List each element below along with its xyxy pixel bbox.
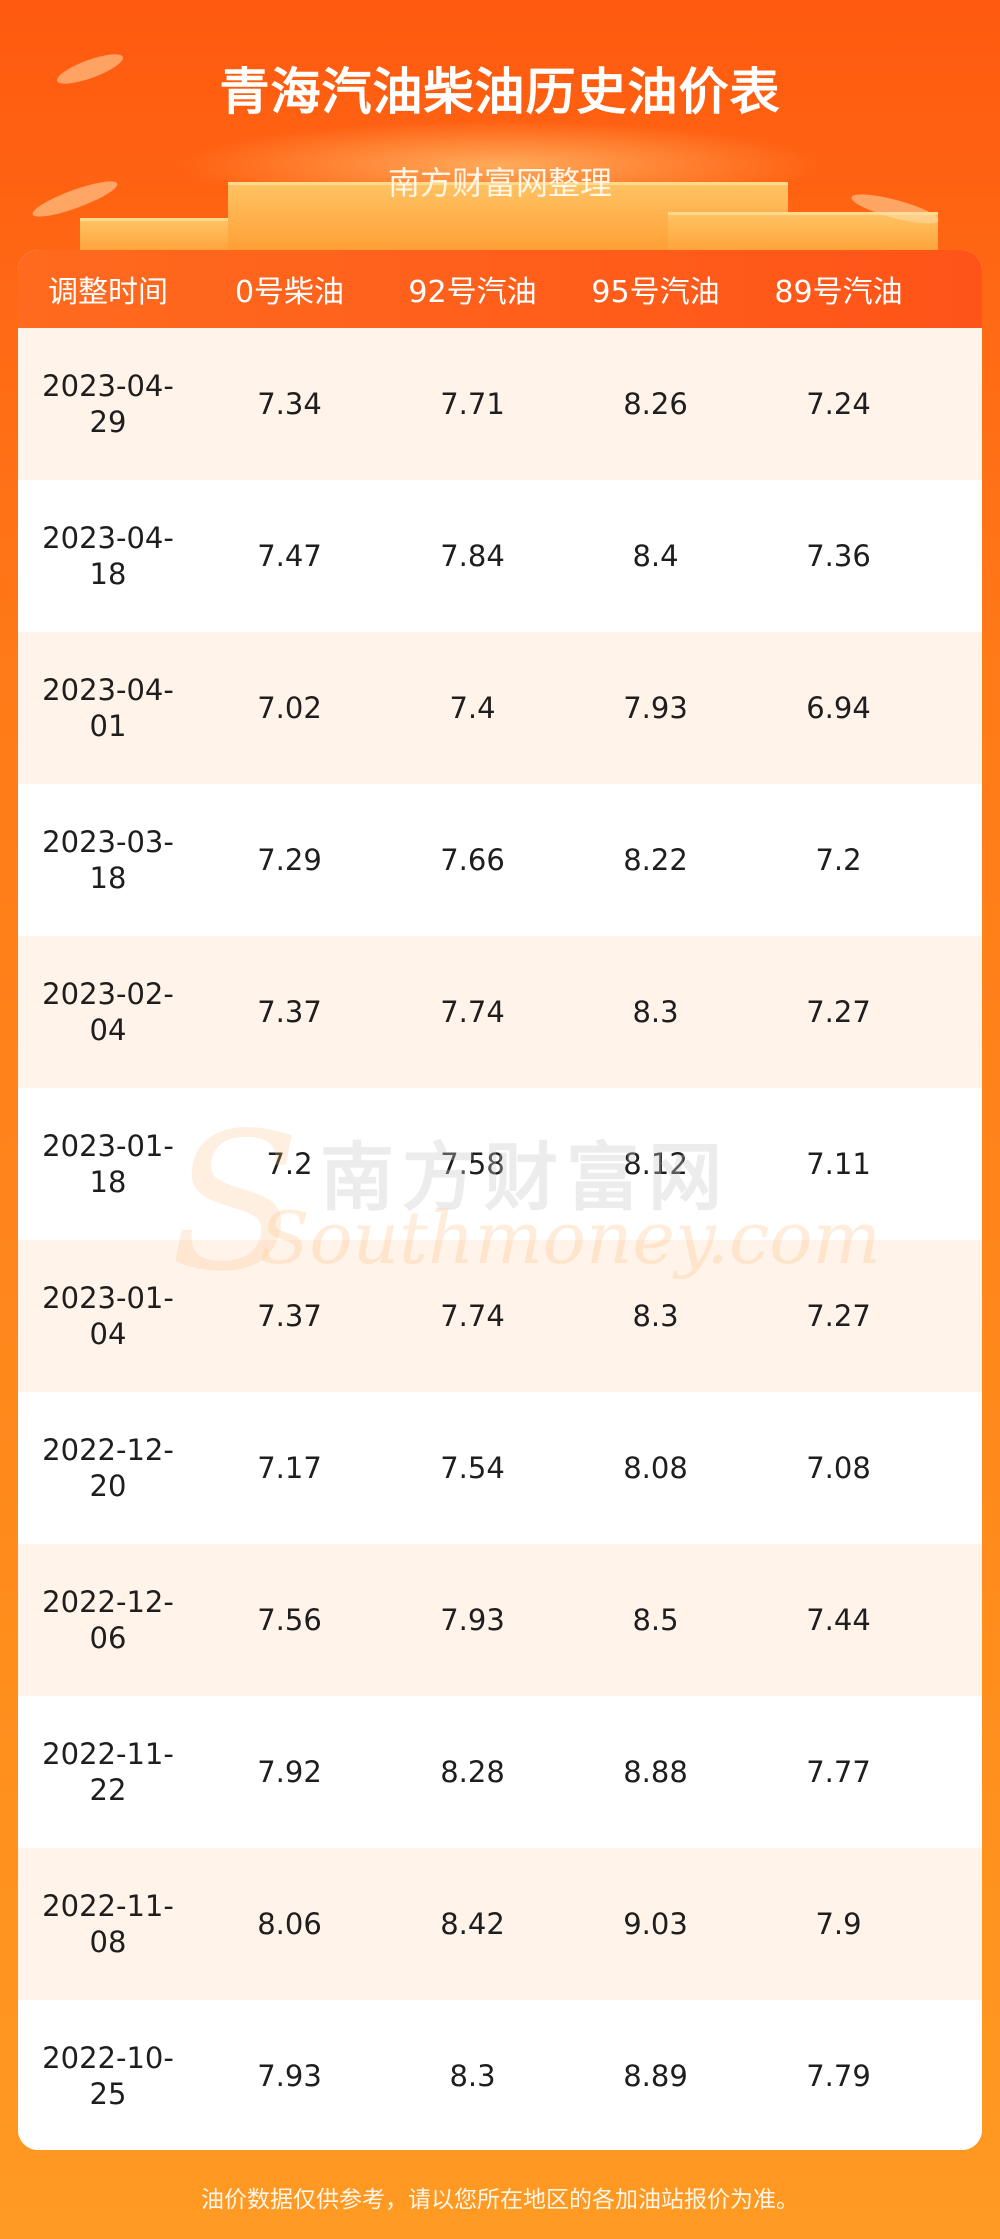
date-cell: 2022-11- 08 [42, 1889, 174, 1959]
banner-platform [668, 212, 938, 255]
table-row: 2023-01- 04 7.37 7.74 8.3 7.27 [18, 1240, 982, 1392]
price-cell: 7.2 [815, 843, 862, 877]
date-cell: 2023-01- 18 [42, 1129, 174, 1199]
footer-note: 油价数据仅供参考，请以您所在地区的各加油站报价为准。 [201, 2187, 799, 2213]
date-cell: 2023-04- 29 [42, 369, 174, 439]
price-cell: 8.08 [623, 1451, 688, 1485]
price-cell: 7.02 [257, 691, 322, 725]
column-header-gasoline-92: 92号汽油 [408, 275, 537, 310]
price-cell: 7.93 [440, 1603, 505, 1637]
price-cell: 7.54 [440, 1451, 505, 1485]
price-cell: 7.17 [257, 1451, 322, 1485]
table-row: 2023-02- 04 7.37 7.74 8.3 7.27 [18, 936, 982, 1088]
column-header-gasoline-95: 95号汽油 [591, 275, 720, 310]
column-header-date: 调整时间 [48, 275, 168, 310]
price-cell: 7.27 [806, 1299, 871, 1333]
date-cell: 2023-01- 04 [42, 1281, 174, 1351]
table-row: 2023-04- 01 7.02 7.4 7.93 6.94 [18, 632, 982, 784]
price-cell: 7.36 [806, 539, 871, 573]
price-cell: 7.47 [257, 539, 322, 573]
price-cell: 7.44 [806, 1603, 871, 1637]
date-cell: 2022-11- 22 [42, 1737, 174, 1807]
price-cell: 6.94 [806, 691, 871, 725]
price-cell: 8.89 [623, 2059, 688, 2093]
price-cell: 7.08 [806, 1451, 871, 1485]
price-cell: 8.3 [632, 1299, 679, 1333]
price-cell: 7.11 [806, 1147, 871, 1181]
date-cell: 2023-03- 18 [42, 825, 174, 895]
price-cell: 7.79 [806, 2059, 871, 2093]
price-cell: 7.74 [440, 1299, 505, 1333]
table-row: 2023-04- 29 7.34 7.71 8.26 7.24 [18, 328, 982, 480]
table-row: 2023-03- 18 7.29 7.66 8.22 7.2 [18, 784, 982, 936]
price-cell: 7.84 [440, 539, 505, 573]
price-cell: 7.56 [257, 1603, 322, 1637]
date-cell: 2023-04- 01 [42, 673, 174, 743]
date-cell: 2022-12- 20 [42, 1433, 174, 1503]
table-row: 2022-12- 06 7.56 7.93 8.5 7.44 [18, 1544, 982, 1696]
date-cell: 2023-02- 04 [42, 977, 174, 1047]
date-cell: 2022-10- 25 [42, 2041, 174, 2111]
price-cell: 7.34 [257, 387, 322, 421]
price-cell: 8.4 [632, 539, 679, 573]
price-table: 调整时间 0号柴油 92号汽油 95号汽油 89号汽油 2023-04- 29 7… [18, 250, 982, 2150]
price-cell: 7.29 [257, 843, 322, 877]
price-cell: 7.4 [449, 691, 496, 725]
table-row: 2022-12- 20 7.17 7.54 8.08 7.08 [18, 1392, 982, 1544]
price-cell: 9.03 [623, 1907, 688, 1941]
table-row: 2023-01- 18 7.2 7.58 8.12 7.11 [18, 1088, 982, 1240]
table-row: 2023-04- 18 7.47 7.84 8.4 7.36 [18, 480, 982, 632]
price-cell: 7.37 [257, 1299, 322, 1333]
price-cell: 7.77 [806, 1755, 871, 1789]
price-cell: 7.71 [440, 387, 505, 421]
date-cell: 2023-04- 18 [42, 521, 174, 591]
price-cell: 8.26 [623, 387, 688, 421]
page-subtitle: 南方财富网整理 [387, 164, 612, 202]
price-cell: 8.3 [632, 995, 679, 1029]
table-row: 2022-11- 08 8.06 8.42 9.03 7.9 [18, 1848, 982, 2000]
price-cell: 8.3 [449, 2059, 496, 2093]
table-row: 2022-10- 25 7.93 8.3 8.89 7.79 [18, 2000, 982, 2150]
price-cell: 7.27 [806, 995, 871, 1029]
price-cell: 7.93 [257, 2059, 322, 2093]
price-cell: 8.22 [623, 843, 688, 877]
price-cell: 8.5 [632, 1603, 679, 1637]
table-body: 2023-04- 29 7.34 7.71 8.26 7.24 2023-04- 1… [18, 328, 982, 2150]
table-row: 2022-11- 22 7.92 8.28 8.88 7.77 [18, 1696, 982, 1848]
price-cell: 7.66 [440, 843, 505, 877]
date-cell: 2022-12- 06 [42, 1585, 174, 1655]
price-cell: 7.92 [257, 1755, 322, 1789]
price-cell: 7.58 [440, 1147, 505, 1181]
price-cell: 8.88 [623, 1755, 688, 1789]
price-cell: 8.12 [623, 1147, 688, 1181]
table-header-row: 调整时间 0号柴油 92号汽油 95号汽油 89号汽油 [18, 250, 982, 328]
price-cell: 7.24 [806, 387, 871, 421]
column-header-diesel-0: 0号柴油 [234, 275, 345, 310]
header-banner [0, 0, 1000, 255]
column-header-gasoline-89: 89号汽油 [774, 275, 903, 310]
price-cell: 7.9 [815, 1907, 862, 1941]
price-cell: 7.93 [623, 691, 688, 725]
price-cell: 8.06 [257, 1907, 322, 1941]
price-cell: 7.74 [440, 995, 505, 1029]
price-cell: 7.2 [266, 1147, 313, 1181]
page-title: 青海汽油柴油历史油价表 [219, 63, 781, 121]
price-cell: 7.37 [257, 995, 322, 1029]
price-cell: 8.42 [440, 1907, 505, 1941]
price-cell: 8.28 [440, 1755, 505, 1789]
